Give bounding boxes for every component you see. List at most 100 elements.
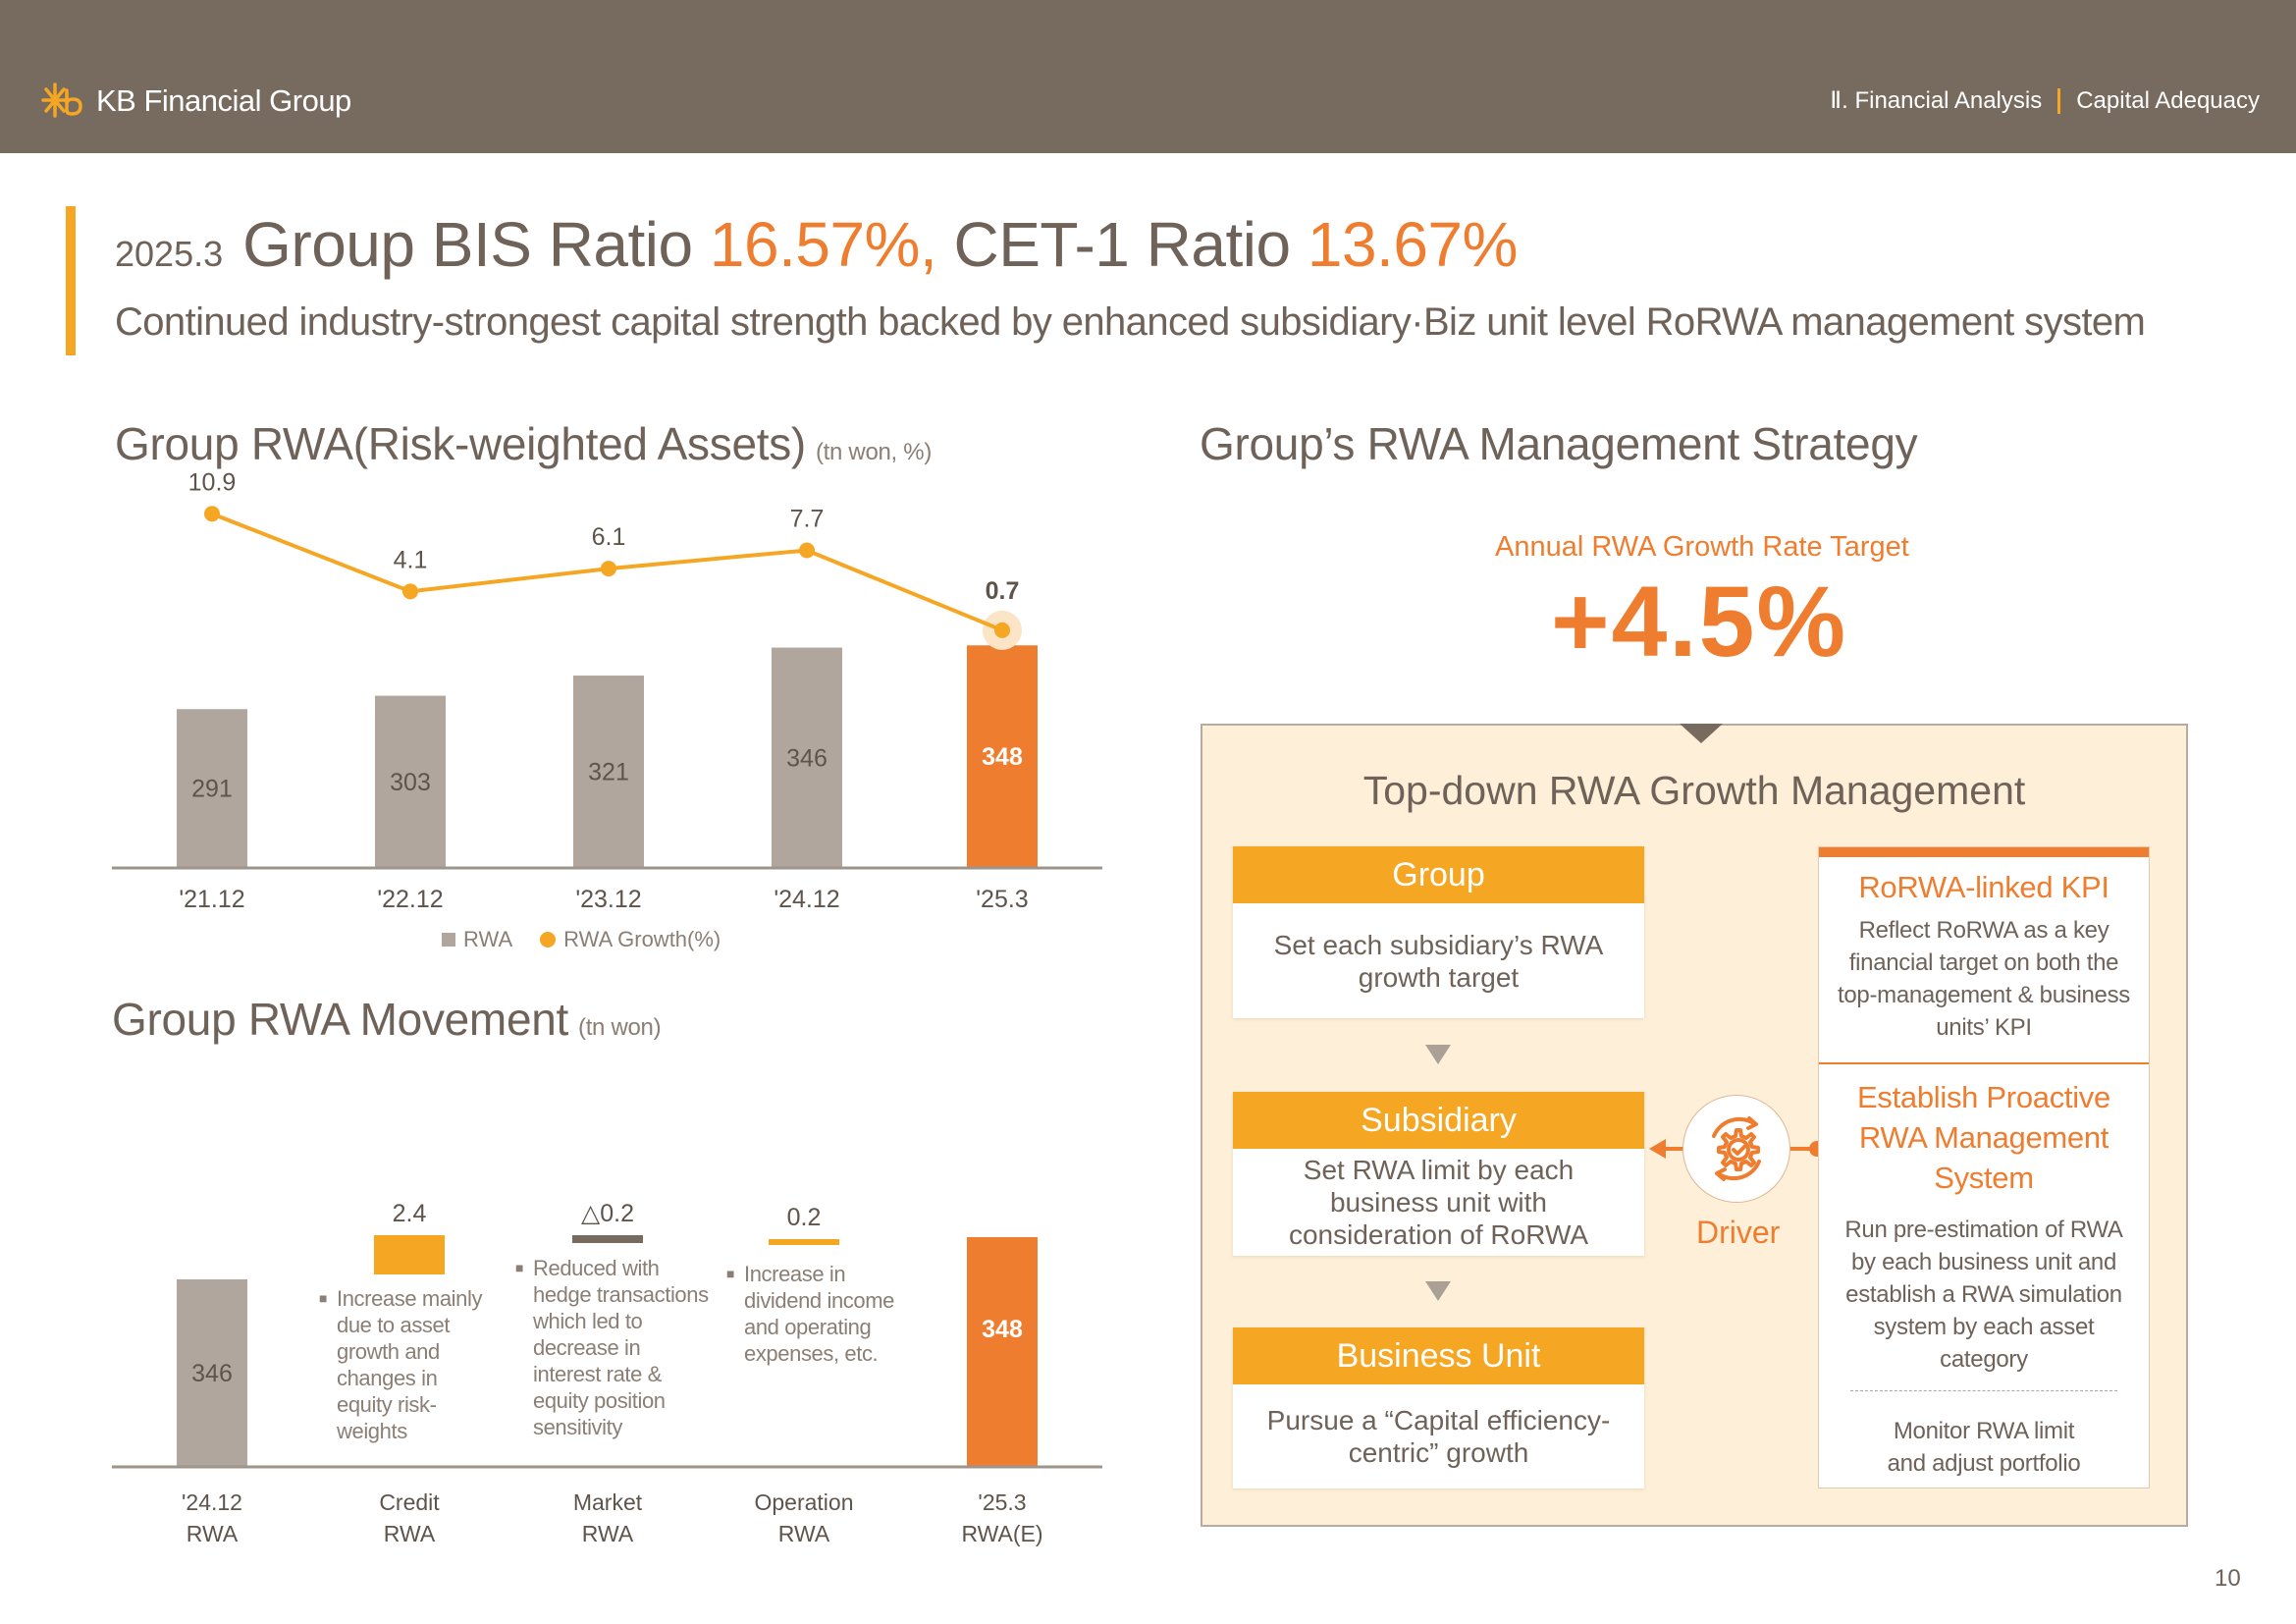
note-line: decrease in [533,1335,641,1360]
proactive-body-2: Monitor RWA limit and adjust portfolio [1887,1418,2081,1477]
note-line: growth and [337,1339,440,1364]
note-line: equity position [533,1388,666,1413]
breadcrumb-separator [2057,87,2061,114]
rwa-bar-label: 303 [390,769,431,796]
title-text: Group BIS Ratio 16.57%, CET-1 Ratio 13.6… [242,208,1518,281]
card-top-accent [1819,847,2149,857]
movement-section-title-text: Group RWA Movement [112,994,568,1045]
growth-target-value: +4.5% [1551,566,1848,677]
x-tick-label: '22.12 [377,886,443,913]
tier-business-unit: Business Unit Pursue a “Capital efficien… [1233,1327,1644,1489]
title-date: 2025.3 [115,234,224,274]
movement-category-label: '25.3 [978,1489,1026,1515]
rwa-section-unit: (tn won, %) [815,439,933,465]
tier-subsidiary-body: Set RWA limit by each business unit with… [1288,1155,1589,1250]
note-line: Reduced with [533,1256,660,1280]
rwa-bar [375,695,446,867]
logo-text: KB Financial Group [96,83,351,118]
x-tick-label: '24.12 [774,886,839,913]
tier-subsidiary-head: Subsidiary [1233,1092,1644,1149]
x-tick-label: '21.12 [179,886,244,913]
rwa-bar-label: 321 [588,759,629,786]
market-rwa-note: ■ Reduced with hedge transactions which … [515,1255,709,1440]
movement-category-label: RWA [778,1521,830,1546]
operation-rwa-note: ■ Increase in dividend income and operat… [726,1261,894,1367]
movement-delta-bar [374,1235,445,1274]
breadcrumb-section: Ⅱ. Financial Analysis [1830,87,2043,114]
driver-label: Driver [1696,1215,1781,1250]
tier-business-unit-head: Business Unit [1233,1327,1644,1384]
cet1-ratio-value: 13.67% [1307,209,1519,280]
strategy-box-title: Top-down RWA Growth Management [1362,768,2026,813]
legend-label-growth: RWA Growth(%) [563,927,721,951]
bullet-icon: ■ [515,1260,524,1275]
note-line: changes in [337,1366,438,1390]
tier-group-body: Set each subsidiary’s RWA growth target [1273,929,1604,993]
growth-label: 0.7 [986,577,1020,605]
movement-category-label: RWA(E) [961,1521,1042,1546]
title-middle: CET-1 Ratio [936,209,1308,280]
box-notch-icon [1680,724,1723,743]
movement-delta-bar [572,1235,643,1243]
rwa-bar [772,647,842,867]
rwa-bar [177,709,247,867]
note-line: Increase in [744,1262,846,1286]
tier-business-unit-body: Pursue a “Capital efficiency-centric” gr… [1266,1405,1611,1468]
rwa-bar-label: 291 [191,776,233,803]
movement-bar-label: 346 [191,1360,233,1387]
note-line: Increase mainly [337,1286,483,1311]
down-arrow-icon [1425,1281,1451,1301]
movement-category-label: Credit [379,1489,440,1515]
movement-category-label: RWA [582,1521,634,1546]
card-divider [1819,1062,2149,1064]
note-line: and operating [744,1315,872,1339]
legend-item-rwa: RWA [442,927,512,952]
kb-star-icon [41,82,82,118]
note-line: interest rate & [533,1362,662,1386]
x-tick-label: '23.12 [575,886,641,913]
movement-category-label: Operation [754,1489,853,1515]
x-tick-label: '25.3 [976,886,1028,913]
movement-delta-label: 0.2 [787,1204,822,1231]
title-accent-bar [66,206,76,355]
note-line: sensitivity [533,1415,622,1439]
movement-delta-bar [769,1239,839,1245]
rwa-section-title-text: Group RWA(Risk-weighted Assets) [115,418,806,469]
rorwa-card: RoRWA-linked KPI Reflect RoRWA as a key … [1818,846,2150,1489]
kpi-head: RoRWA-linked KPI [1858,870,2109,904]
arrow-left-icon [1649,1139,1666,1159]
gear-cycle-icon [1712,1116,1761,1181]
legend-label-rwa: RWA [463,927,513,951]
driver-gear-icon [1682,1095,1790,1203]
strategy-section-title: Group’s RWA Management Strategy [1200,418,1918,469]
growth-point [601,561,616,577]
connector-line [1790,1147,1815,1151]
rwa-bar [573,676,644,867]
proactive-head: Establish Proactive RWA Management Syste… [1857,1080,2110,1195]
movement-category-label: RWA [384,1521,436,1546]
note-line: weights [337,1419,407,1443]
title-prefix: Group BIS Ratio [242,209,710,280]
growth-label: 6.1 [592,523,626,551]
note-line: equity risk- [337,1392,437,1417]
growth-label: 4.1 [394,546,428,573]
credit-rwa-note: ■ Increase mainly due to asset growth an… [319,1285,483,1444]
breadcrumb: Ⅱ. Financial Analysis Capital Adequacy [1830,86,2260,115]
kb-logo: KB Financial Group [39,77,351,126]
down-arrow-icon [1425,1045,1451,1064]
rwa-bar-label: 348 [982,743,1023,771]
note-line: due to asset [337,1313,451,1337]
movement-bar [967,1237,1038,1466]
movement-section-unit: (tn won) [578,1014,662,1041]
page-subtitle: Continued industry-strongest capital str… [115,300,2146,344]
breadcrumb-page: Capital Adequacy [2076,86,2260,114]
movement-category-label: RWA [187,1521,239,1546]
movement-category-label: Market [573,1489,643,1515]
bis-ratio-value: 16.57%, [709,209,937,280]
top-header: KB Financial Group Ⅱ. Financial Analysis… [0,0,2296,153]
growth-point [799,542,815,559]
growth-line [211,512,1003,632]
proactive-body-1: Run pre-estimation of RWA by each busine… [1844,1217,2123,1373]
bullet-icon: ■ [726,1266,735,1281]
growth-target-label: Annual RWA Growth Rate Target [1495,531,1909,563]
